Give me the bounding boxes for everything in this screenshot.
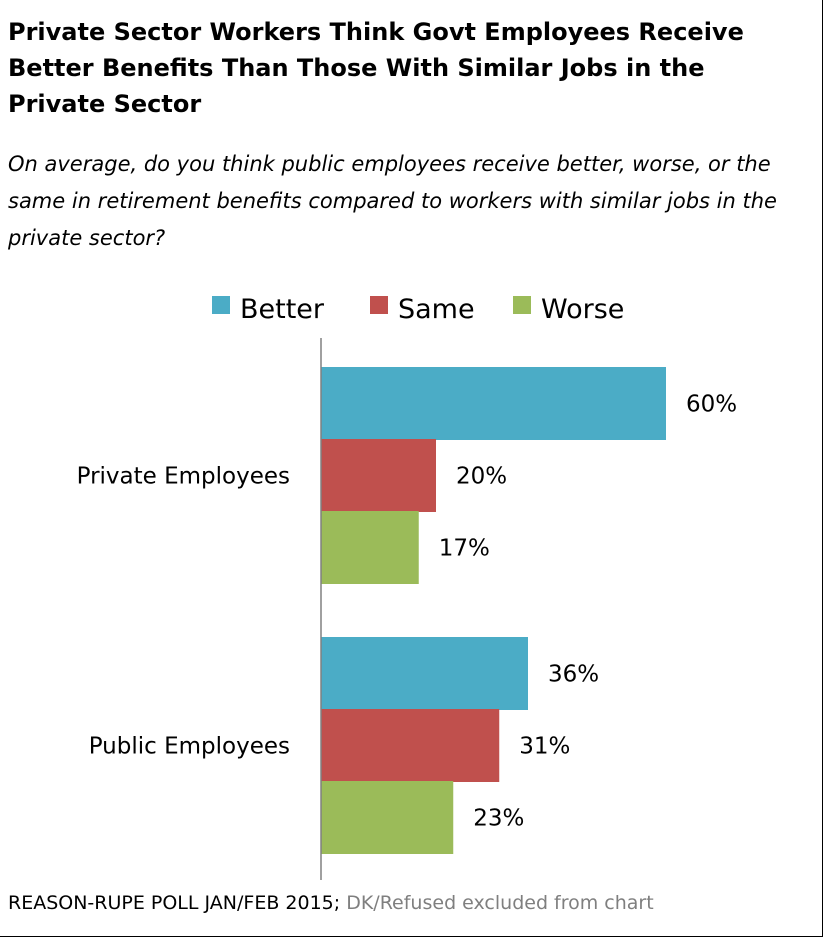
- bar-chart: Better Same Worse 60% 20% 17% Private Employee…: [77, 294, 737, 880]
- bar-same-private: [321, 439, 436, 512]
- value-label: 60%: [686, 392, 737, 418]
- legend-swatch-worse: [513, 296, 531, 314]
- bar-worse-private: [321, 511, 419, 584]
- value-label: 23%: [473, 806, 524, 832]
- footer-note: DK/Refused excluded from chart: [346, 892, 654, 914]
- value-label: 31%: [519, 734, 570, 760]
- bar-better-public: [321, 637, 528, 710]
- legend-swatch-better: [212, 296, 230, 314]
- value-label: 36%: [548, 662, 599, 688]
- bar-worse-public: [321, 781, 454, 854]
- chart-footer: REASON-RUPE POLL JAN/FEB 2015; DK/Refuse…: [8, 892, 820, 914]
- source-text: REASON-RUPE POLL JAN/FEB 2015;: [8, 892, 341, 914]
- chart-subtitle: On average, do you think public employee…: [8, 152, 777, 250]
- legend-label-worse: Worse: [541, 294, 624, 325]
- legend-swatch-same: [370, 296, 388, 314]
- value-label: 17%: [439, 536, 490, 562]
- legend-label-better: Better: [240, 294, 325, 325]
- legend-label-same: Same: [398, 294, 475, 325]
- category-label-private-employees: Private Employees: [77, 464, 290, 490]
- category-label-public-employees: Public Employees: [89, 734, 290, 760]
- bar-same-public: [321, 709, 500, 782]
- chart-title: Private Sector Workers Think Govt Employ…: [8, 18, 744, 118]
- bar-better-private: [321, 367, 666, 440]
- value-label: 20%: [456, 464, 507, 490]
